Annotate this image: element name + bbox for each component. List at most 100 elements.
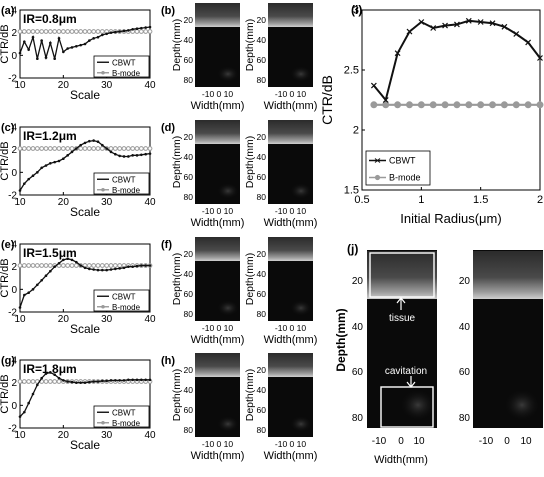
depth-tick: 60 [257,172,267,182]
data-point-cbwt [114,267,117,271]
data-point-bmode [91,146,97,151]
data-point-bmode [34,263,40,268]
data-point-cbwt [118,267,121,270]
y-axis-label: CTR/dB [0,24,11,63]
x-tick-label: 40 [144,430,156,441]
data-point-bmode [130,146,136,151]
depth-axis-label: Depth(mm) [171,136,183,189]
data-point-cbwt [66,154,69,157]
y-tick-label: 2 [11,262,17,273]
data-point-bmode [43,29,49,34]
data-point-bmode [147,146,153,151]
data-point-bmode [99,29,105,34]
data-point-cbwt [44,274,48,278]
data-point-bmode [138,146,144,151]
data-point-cbwt [92,380,95,383]
data-point-bmode [370,101,378,109]
depth-tick: 20 [352,276,364,287]
depth-tick: 20 [184,249,194,259]
tissue-box [369,252,435,298]
data-point-bmode [52,379,58,384]
data-point-bmode [52,146,58,151]
depth-axis-label: Depth(mm) [244,19,256,72]
data-point-bmode [65,263,71,268]
data-point-bmode [47,379,53,384]
data-point-bmode [65,146,71,151]
depth-tick: 60 [459,367,471,378]
data-point-bmode [382,101,390,109]
data-point-cbwt [88,380,91,384]
data-point-cbwt [27,401,30,405]
depth-axis-label: Depth(mm) [244,136,256,189]
width-axis-label: Width(mm) [191,450,245,462]
x-tick-label: 40 [144,314,156,325]
data-point-bmode [73,263,79,268]
data-point-bmode [26,146,32,151]
data-point-cbwt [489,20,496,27]
data-point-bmode [524,101,532,109]
data-point-cbwt [96,140,100,144]
legend-label-cbwt: CBWT [112,175,136,184]
data-point-cbwt [49,161,52,165]
data-point-bmode [138,29,144,34]
data-point-cbwt [88,39,91,42]
tissue-band [268,3,313,27]
depth-tick: 80 [459,413,471,424]
data-point-cbwt [96,380,100,383]
data-point-cbwt [49,371,52,374]
data-point-cbwt [79,381,82,384]
x-axis-label: Initial Radius(μm) [400,211,501,226]
data-point-cbwt [105,147,108,150]
legend-label-cbwt: CBWT [112,58,136,67]
data-point-cbwt [31,288,35,291]
data-point-cbwt [27,177,30,181]
data-point-cbwt [44,56,48,59]
data-point-bmode [95,29,101,34]
data-point-bmode [60,29,66,34]
y-tick-label: 3 [353,5,359,17]
data-point-cbwt [465,17,472,24]
x-axis-label: Scale [70,205,100,219]
data-point-cbwt [57,37,61,40]
depth-tick: 80 [184,425,194,435]
depth-tick: 20 [257,15,267,25]
panel-label-b: (b) [161,5,175,17]
data-point-cbwt [92,37,95,40]
data-point-bmode [108,263,114,268]
data-point-cbwt [127,265,130,268]
legend-marker-bmode [101,304,105,309]
data-point-cbwt [122,379,126,382]
panel-c: (c) 10 20 30 40 -2 0 2 4 Scale CTR/dB IR=1.2μm CBWT… [0,122,156,219]
y-axis-label: CTR/dB [0,258,11,297]
depth-tick: 20 [257,132,267,142]
width-axis-label: Width(mm) [374,454,428,466]
data-point-cbwt [83,266,87,270]
depth-tick: 80 [257,75,267,85]
data-point-cbwt [31,174,35,178]
depth-axis-label: Depth(mm) [171,369,183,422]
data-point-bmode [56,29,62,34]
data-point-bmode [78,146,84,151]
data-point-cbwt [75,44,78,48]
panel-label-e: (e) [1,239,15,251]
x-tick-label: 10 [14,430,26,441]
cavitation-blob [290,183,312,199]
data-point-cbwt [114,152,117,156]
legend: CBWT B-mode [93,289,150,312]
y-tick-label: 0 [11,401,17,412]
data-point-cbwt [148,152,152,155]
width-ticks: -10 0 10 [275,439,306,449]
data-point-cbwt [31,392,35,396]
data-point-cbwt [513,31,520,37]
data-point-cbwt [114,379,117,382]
data-point-cbwt [140,153,143,157]
legend-label-cbwt: CBWT [389,156,416,166]
data-point-bmode [17,29,23,34]
data-point-cbwt [18,306,22,309]
data-point-bmode [112,146,118,151]
data-point-cbwt [57,159,61,163]
data-point-bmode [60,263,66,268]
data-point-cbwt [131,154,134,157]
legend-box [93,55,150,78]
depth-tick: 80 [352,413,364,424]
